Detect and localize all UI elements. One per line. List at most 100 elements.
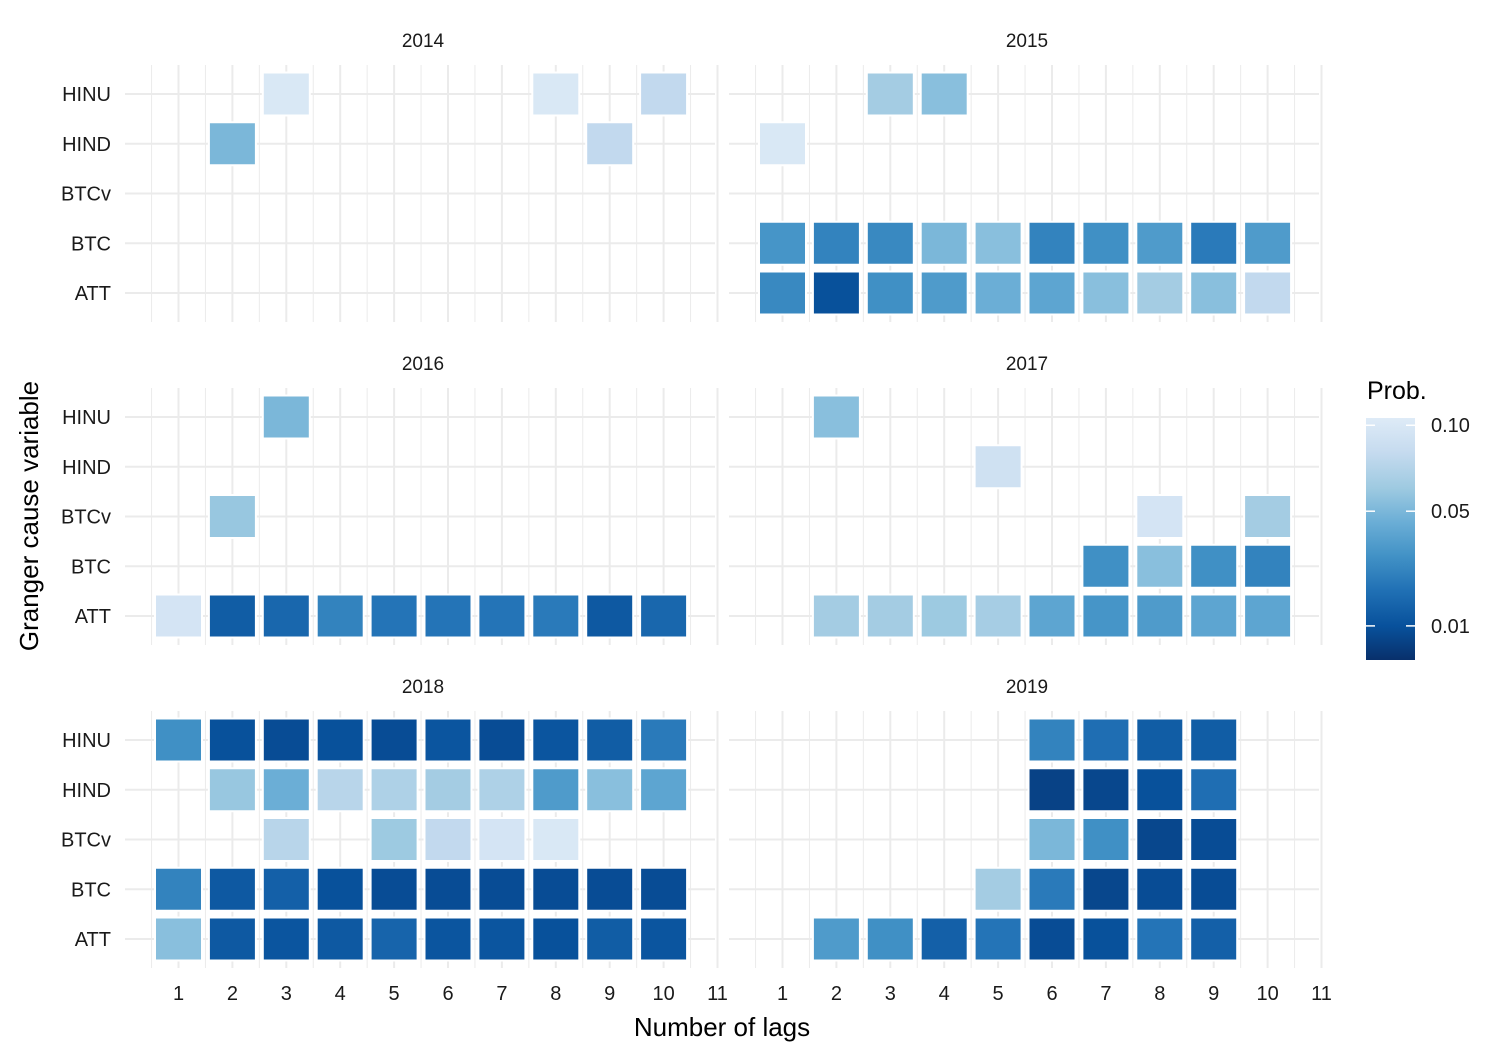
x-tick-label: 4 (939, 983, 950, 1005)
heatmap-cell (531, 866, 581, 912)
legend-title: Prob. (1367, 377, 1427, 405)
heatmap-cell (154, 866, 203, 912)
heatmap-cell (865, 593, 915, 639)
legend: Prob. 0.01 0.05 0.10 (1366, 377, 1470, 660)
heatmap-cell (261, 817, 311, 862)
heatmap-cell (639, 717, 689, 763)
facet-title: 2019 (1006, 677, 1048, 698)
heatmap-cell (531, 916, 581, 962)
heatmap-cell (477, 817, 527, 862)
x-tick-label: 7 (496, 983, 507, 1005)
facet-panel-2015: 2015 (729, 31, 1323, 322)
heatmap-cell (639, 71, 689, 117)
y-tick-label: BTCv (61, 507, 111, 529)
heatmap-cell (423, 717, 473, 763)
heatmap-cell (1135, 767, 1185, 813)
x-tick-label: 2 (831, 983, 842, 1005)
facet-title: 2018 (402, 677, 444, 698)
heatmap-cell (207, 767, 257, 813)
y-tick-label: HINU (62, 84, 111, 106)
facet-title: 2016 (402, 354, 444, 375)
heatmap-cell (261, 717, 311, 763)
heatmap-cell (1243, 270, 1293, 316)
heatmap-cell (369, 916, 419, 962)
heatmap-cell (919, 220, 969, 266)
heatmap-cell (369, 717, 419, 763)
heatmap-cell (811, 270, 861, 316)
x-tick-label: 6 (1046, 983, 1057, 1005)
x-tick-label: 10 (652, 983, 674, 1005)
heatmap-cell (1135, 220, 1185, 266)
heatmap-cell (1189, 916, 1239, 962)
heatmap-cell (919, 593, 969, 639)
heatmap-cell (1081, 916, 1131, 962)
facet-panel-2017: 2017 (729, 354, 1323, 645)
heatmap-cell (1081, 866, 1131, 912)
heatmap-cell (973, 444, 1023, 490)
y-tick-label: HINU (62, 407, 111, 429)
heatmap-cell (477, 866, 527, 912)
heatmap-cell (1135, 270, 1185, 316)
heatmap-cell (1189, 220, 1239, 266)
heatmap-cell (585, 866, 635, 912)
heatmap-cell (919, 270, 969, 316)
heatmap-cell (531, 817, 581, 862)
heatmap-cell (207, 866, 257, 912)
y-tick-label: BTC (71, 233, 111, 255)
heatmap-cell (639, 593, 689, 639)
y-tick-label: ATT (75, 929, 111, 951)
legend-label: 0.01 (1431, 616, 1470, 638)
legend-label: 0.10 (1431, 415, 1470, 437)
heatmap-cell (919, 71, 969, 117)
heatmap-cell (639, 916, 689, 962)
heatmap-cell (423, 817, 473, 862)
heatmap-cell (1189, 270, 1239, 316)
heatmap-cell (811, 916, 861, 962)
y-tick-label: HINU (62, 730, 111, 752)
heatmap-cell (1027, 767, 1077, 813)
x-tick-label: 9 (604, 983, 615, 1005)
heatmap-cell (1135, 866, 1185, 912)
heatmap-cell (1135, 494, 1185, 539)
y-tick-label: ATT (75, 283, 111, 305)
heatmap-cell (811, 394, 861, 440)
heatmap-cell (423, 767, 473, 813)
heatmap-cell (585, 916, 635, 962)
heatmap-cell (531, 71, 581, 117)
y-tick-label: HIND (62, 780, 111, 802)
heatmap-cell (261, 866, 311, 912)
heatmap-cell (1243, 494, 1293, 539)
y-tick-label: BTCv (61, 184, 111, 206)
facet-title: 2015 (1006, 31, 1048, 52)
x-tick-label: 8 (550, 983, 561, 1005)
heatmap-cell (1027, 916, 1077, 962)
heatmap-cell (639, 866, 689, 912)
heatmap-cell (531, 593, 581, 639)
x-tick-label: 3 (281, 983, 292, 1005)
heatmap-cell (1081, 593, 1131, 639)
y-tick-label: HIND (62, 457, 111, 479)
heatmap-cell (1081, 767, 1131, 813)
y-axis-title: Granger cause variable (14, 381, 44, 651)
heatmap-cell (1135, 593, 1185, 639)
heatmap-cell (865, 71, 915, 117)
heatmap-cell (207, 494, 257, 539)
heatmap-cell (1189, 593, 1239, 639)
heatmap-cell (207, 121, 257, 167)
x-tick-label: 3 (885, 983, 896, 1005)
heatmap-cell (811, 220, 861, 266)
heatmap-cell (154, 916, 203, 962)
facet-title: 2014 (402, 31, 445, 52)
heatmap-cell (477, 717, 527, 763)
heatmap-cell (423, 916, 473, 962)
heatmap-cell (585, 121, 635, 167)
heatmap-cell (973, 593, 1023, 639)
heatmap-cell (758, 220, 807, 266)
x-tick-label: 4 (335, 983, 346, 1005)
x-tick-label: 5 (993, 983, 1004, 1005)
x-tick-label: 1 (173, 983, 184, 1005)
facet-panel-2019: 2019 1 2 3 4 5 6 7 8 9 10 11 (729, 677, 1332, 1005)
legend-colorbar (1366, 418, 1415, 660)
